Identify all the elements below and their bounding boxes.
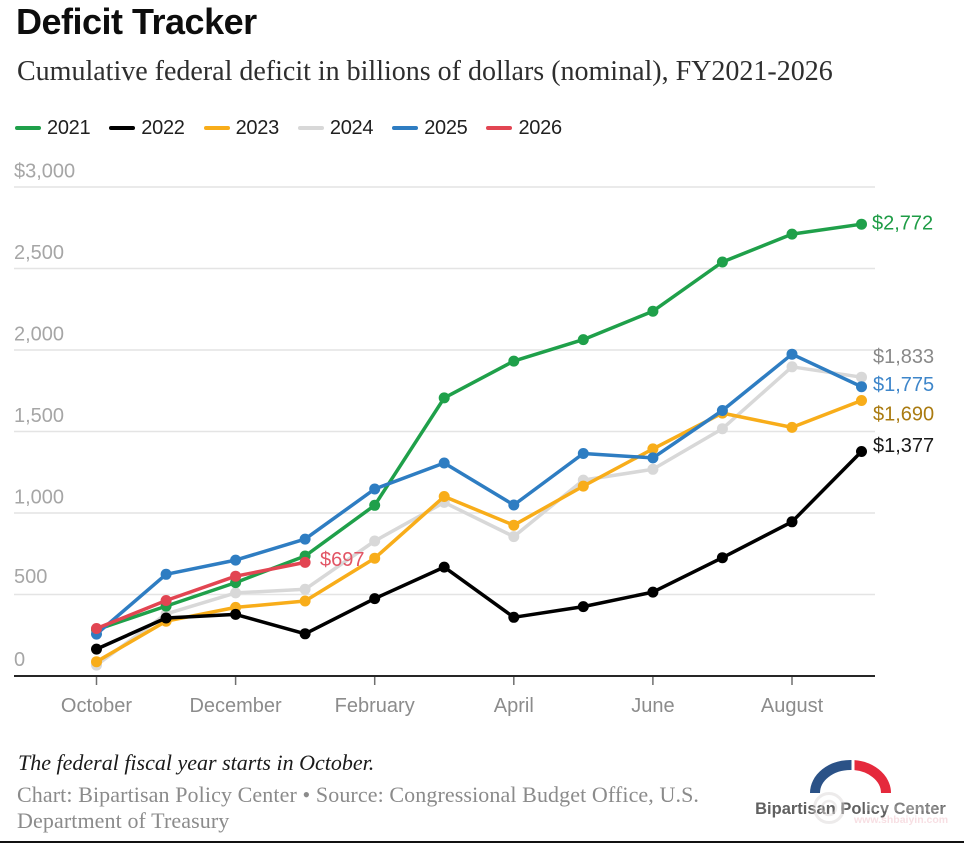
- svg-text:$1,775: $1,775: [873, 374, 934, 396]
- svg-text:$1,690: $1,690: [873, 404, 934, 426]
- svg-text:1,000: 1,000: [14, 487, 64, 509]
- svg-text:$2,772: $2,772: [872, 213, 933, 235]
- svg-text:www.shbaiyin.com: www.shbaiyin.com: [853, 814, 948, 826]
- svg-text:October: October: [61, 695, 132, 717]
- svg-text:Bipartisan Policy Center: Bipartisan Policy Center: [755, 800, 946, 818]
- svg-text:$697: $697: [320, 549, 365, 571]
- svg-text:500: 500: [14, 566, 47, 588]
- svg-text:1,500: 1,500: [14, 405, 64, 427]
- svg-text:2,000: 2,000: [14, 324, 64, 346]
- svg-text:August: August: [761, 695, 824, 717]
- svg-text:$1,833: $1,833: [873, 346, 934, 368]
- svg-text:$3,000: $3,000: [14, 161, 75, 183]
- svg-text:$1,377: $1,377: [873, 435, 934, 457]
- svg-text:0: 0: [14, 649, 25, 671]
- svg-text:2,500: 2,500: [14, 242, 64, 264]
- svg-text:December: December: [189, 695, 282, 717]
- svg-text:June: June: [631, 695, 674, 717]
- svg-text:April: April: [494, 695, 534, 717]
- svg-text:February: February: [335, 695, 415, 717]
